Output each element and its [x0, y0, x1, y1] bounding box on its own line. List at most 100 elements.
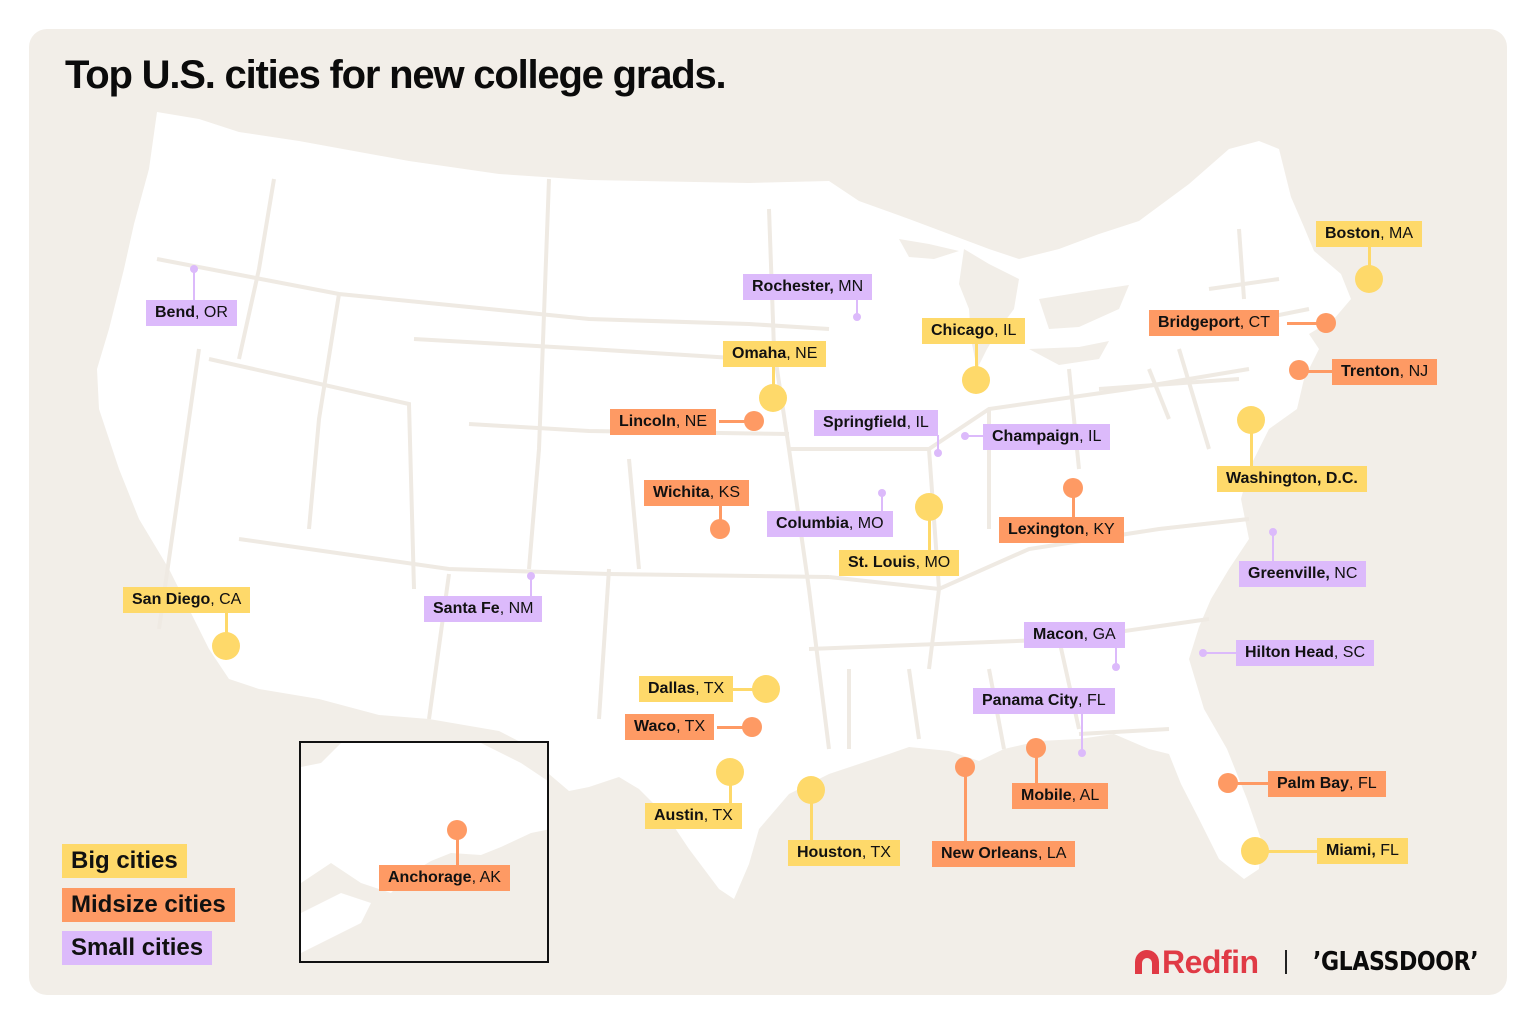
austin-leader	[729, 772, 732, 804]
city-label-bend[interactable]: Bend, OR	[146, 300, 237, 326]
city-label-miami[interactable]: Miami, FL	[1317, 838, 1408, 864]
springfield-leader	[937, 435, 939, 453]
city-label-rochester[interactable]: Rochester, MN	[743, 274, 873, 300]
city-label-springfield[interactable]: Springfield, IL	[814, 410, 938, 436]
city-label-wichita[interactable]: Wichita, KS	[644, 480, 749, 506]
waco-leader	[717, 726, 753, 729]
santa-fe-leader	[530, 576, 532, 596]
houston-marker[interactable]	[797, 776, 825, 804]
page-title: Top U.S. cities for new college grads.	[65, 53, 727, 97]
alaska-landmass	[301, 743, 547, 961]
greenville-leader	[1272, 532, 1274, 562]
city-label-st-louis[interactable]: St. Louis, MO	[839, 550, 960, 576]
miami-leader	[1255, 850, 1319, 853]
trenton-leader	[1299, 370, 1335, 373]
lincoln-marker[interactable]	[744, 411, 764, 431]
new-orleans-marker[interactable]	[955, 757, 975, 777]
waco-marker[interactable]	[742, 717, 762, 737]
chicago-marker[interactable]	[962, 366, 990, 394]
wichita-leader	[719, 506, 722, 530]
champaign-marker[interactable]	[961, 432, 969, 440]
san-diego-leader	[225, 613, 228, 645]
bend-leader	[193, 269, 195, 301]
santa-fe-marker[interactable]	[527, 572, 535, 580]
mobile-marker[interactable]	[1026, 738, 1046, 758]
washington-leader	[1250, 420, 1253, 467]
city-label-san-diego[interactable]: San Diego, CA	[123, 587, 251, 613]
legend-midsize-cities: Midsize cities	[62, 888, 235, 922]
city-label-bridgeport[interactable]: Bridgeport, CT	[1149, 310, 1279, 336]
city-label-washington[interactable]: Washington, D.C.	[1217, 466, 1367, 492]
palm-bay-marker[interactable]	[1218, 773, 1238, 793]
boston-marker[interactable]	[1355, 265, 1383, 293]
springfield-marker[interactable]	[934, 449, 942, 457]
city-label-macon[interactable]: Macon, GA	[1024, 622, 1125, 648]
chicago-leader	[975, 344, 978, 380]
greenville-marker[interactable]	[1269, 528, 1277, 536]
trenton-marker[interactable]	[1289, 360, 1309, 380]
lincoln-leader	[719, 420, 755, 423]
columbia-leader	[881, 493, 883, 511]
city-label-lincoln[interactable]: Lincoln, NE	[610, 409, 717, 435]
city-label-champaign[interactable]: Champaign, IL	[983, 424, 1111, 450]
macon-marker[interactable]	[1112, 663, 1120, 671]
houston-leader	[810, 790, 813, 840]
city-label-panama-city[interactable]: Panama City, FL	[973, 688, 1115, 714]
panama-city-marker[interactable]	[1078, 749, 1086, 757]
omaha-leader	[772, 366, 775, 398]
city-label-anchorage[interactable]: Anchorage, AK	[379, 865, 510, 891]
city-label-omaha[interactable]: Omaha, NE	[723, 341, 827, 367]
bend-marker[interactable]	[190, 265, 198, 273]
map-card: Top U.S. cities for new college grads. B…	[29, 29, 1507, 995]
logo-divider	[1284, 950, 1287, 974]
city-label-santa-fe[interactable]: Santa Fe, NM	[424, 596, 543, 622]
lexington-leader	[1072, 488, 1075, 518]
city-label-new-orleans[interactable]: New Orleans, LA	[932, 841, 1076, 867]
city-label-mobile[interactable]: Mobile, AL	[1012, 783, 1109, 809]
panama-city-leader	[1081, 713, 1083, 753]
new-orleans-leader	[964, 767, 967, 841]
partner-logos: Redfin ’GLASSDOOR’	[1132, 942, 1507, 982]
macon-leader	[1115, 647, 1117, 667]
lexington-marker[interactable]	[1063, 478, 1083, 498]
washington-marker[interactable]	[1237, 406, 1265, 434]
redfin-logo: Redfin	[1132, 944, 1259, 981]
anchorage-marker[interactable]	[447, 820, 467, 840]
miami-marker[interactable]	[1241, 837, 1269, 865]
dallas-leader	[731, 688, 767, 691]
austin-marker[interactable]	[716, 758, 744, 786]
bridgeport-leader	[1287, 322, 1327, 325]
city-label-austin[interactable]: Austin, TX	[645, 803, 742, 829]
dallas-marker[interactable]	[752, 675, 780, 703]
san-diego-marker[interactable]	[212, 632, 240, 660]
city-label-chicago[interactable]: Chicago, IL	[922, 318, 1026, 344]
city-label-dallas[interactable]: Dallas, TX	[639, 676, 734, 702]
rochester-leader	[856, 299, 858, 317]
city-label-trenton[interactable]: Trenton, NJ	[1332, 359, 1438, 385]
st-louis-leader	[928, 507, 931, 551]
city-label-palm-bay[interactable]: Palm Bay, FL	[1268, 771, 1386, 797]
mobile-leader	[1035, 748, 1038, 784]
boston-leader	[1368, 246, 1371, 276]
legend-big-cities: Big cities	[62, 844, 187, 878]
rochester-marker[interactable]	[853, 313, 861, 321]
wichita-marker[interactable]	[710, 519, 730, 539]
city-label-lexington[interactable]: Lexington, KY	[999, 517, 1124, 543]
city-label-greenville[interactable]: Greenville, NC	[1239, 561, 1367, 587]
columbia-marker[interactable]	[878, 489, 886, 497]
redfin-roof-icon	[1135, 950, 1159, 974]
st-louis-marker[interactable]	[915, 493, 943, 521]
legend-small-cities: Small cities	[62, 931, 213, 965]
hilton-head-leader	[1203, 652, 1237, 654]
hilton-head-marker[interactable]	[1199, 649, 1207, 657]
anchorage-leader	[456, 830, 459, 866]
alaska-inset	[299, 741, 549, 963]
bridgeport-marker[interactable]	[1316, 313, 1336, 333]
city-label-hilton-head[interactable]: Hilton Head, SC	[1236, 640, 1375, 666]
city-label-boston[interactable]: Boston, MA	[1316, 221, 1422, 247]
city-label-columbia[interactable]: Columbia, MO	[767, 511, 893, 537]
city-label-houston[interactable]: Houston, TX	[788, 840, 900, 866]
omaha-marker[interactable]	[759, 384, 787, 412]
city-label-waco[interactable]: Waco, TX	[625, 714, 715, 740]
champaign-leader	[965, 435, 985, 437]
